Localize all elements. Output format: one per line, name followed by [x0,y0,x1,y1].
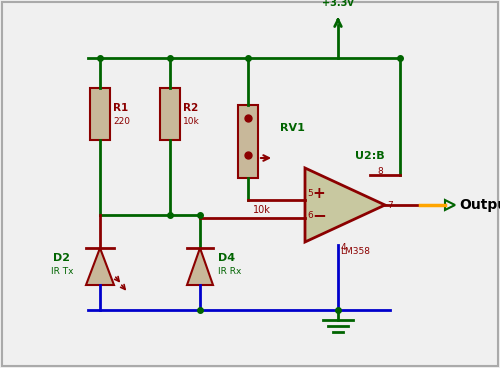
Polygon shape [445,200,455,210]
Bar [90,88,110,140]
Text: RV1: RV1 [280,123,305,133]
Text: 8: 8 [377,167,383,177]
Text: 10k: 10k [183,117,200,127]
Text: 4: 4 [341,243,346,251]
Text: 10k: 10k [253,205,271,215]
Text: +3.3v: +3.3v [322,0,354,8]
Text: 5: 5 [307,188,313,198]
Text: U2:B: U2:B [355,151,385,161]
Text: R2: R2 [183,103,198,113]
Text: 6: 6 [307,210,313,219]
Text: IR Tx: IR Tx [51,268,73,276]
Text: +: + [312,185,326,201]
Text: 7: 7 [387,201,393,209]
Text: R1: R1 [113,103,128,113]
Polygon shape [187,248,213,285]
Text: D2: D2 [54,253,70,263]
Text: Output: Output [459,198,500,212]
Text: D4: D4 [218,253,235,263]
Polygon shape [305,168,385,242]
Bar [238,105,258,178]
Text: −: − [312,206,326,224]
Text: IR Rx: IR Rx [218,268,242,276]
Text: LM358: LM358 [340,248,370,256]
Bar [160,88,180,140]
Text: 220: 220 [113,117,130,127]
Polygon shape [86,248,114,285]
